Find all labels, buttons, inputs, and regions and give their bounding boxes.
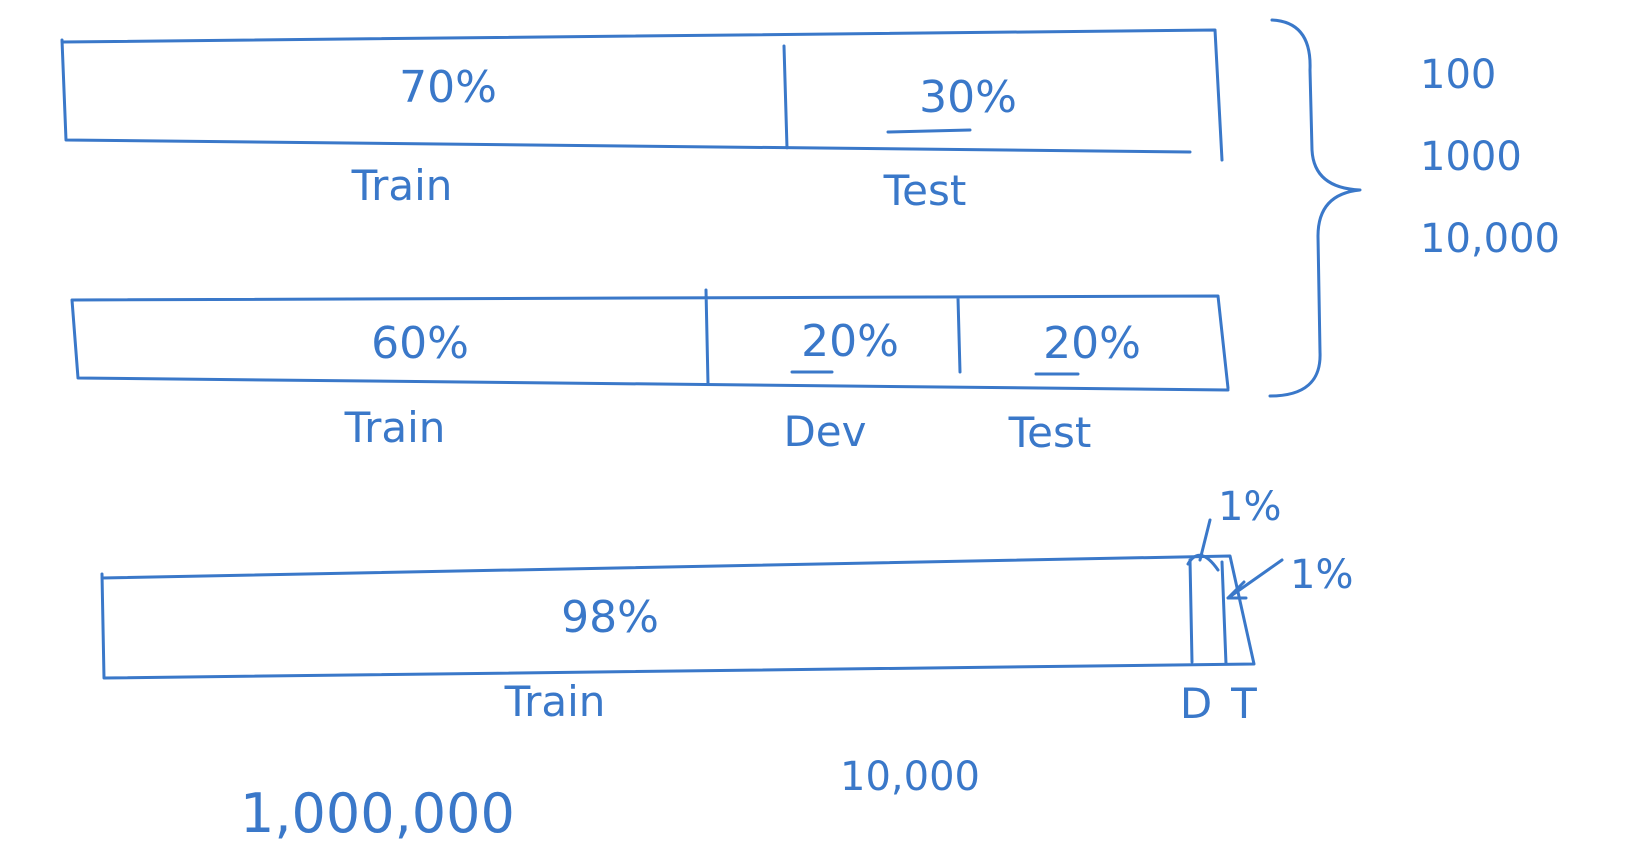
split-3-dev-pointer [1198,518,1212,562]
split-1-test-label: Test [883,166,967,215]
split-3-outline [100,554,1256,680]
split-3-train-label: Train [504,677,606,726]
split-3-dev-pct: 1% [1218,484,1281,530]
curly-brace [1268,18,1362,398]
split-2-train-pct: 60% [371,318,469,369]
split-2-dev-label: Dev [783,407,866,456]
split-1-bar: 70% 30% Train Test [60,28,1224,215]
split-3-test-pct: 1% [1290,552,1353,598]
split-1-test-pct: 30% [919,72,1017,123]
split-2-test-label: Test [1008,408,1092,457]
split-2-outline [70,288,1230,392]
split-3-train-pct: 98% [561,592,659,643]
size-10000: 10,000 [1420,216,1560,262]
split-3-test-label: T [1230,679,1257,728]
dev-test-size: 10,000 [840,754,980,800]
split-3-bar: 98% Train D T 1% 1% 10,000 1,000,000 [100,484,1353,845]
total-size: 1,000,000 [240,782,515,845]
split-2-train-label: Train [344,403,446,452]
split-1-train-pct: 70% [399,62,497,113]
split-2-test-pct: 20% [1043,318,1141,369]
split-2-bar: 60% 20% 20% Train Dev Test [70,288,1230,457]
split-3-dev-label: D [1180,679,1212,728]
split-1-test-underline [886,128,972,134]
split-2-dev-pct: 20% [801,316,899,367]
split-1-train-label: Train [351,161,453,210]
size-100: 100 [1420,52,1496,98]
split-3-test-arrow [1226,558,1284,600]
split-1-outline [60,28,1224,162]
small-data-sizes: 100 1000 10,000 [1420,52,1560,262]
size-1000: 1000 [1420,134,1522,180]
